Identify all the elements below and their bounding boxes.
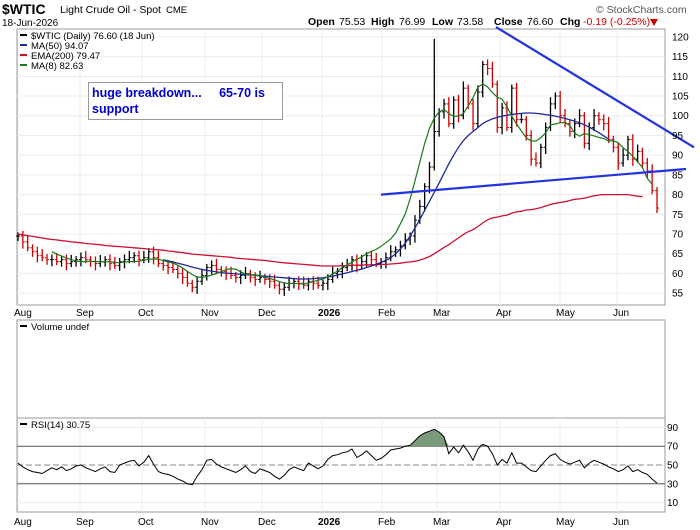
x-tick-label: Apr	[496, 517, 512, 528]
close-value: 76.60	[527, 16, 553, 28]
rsi-legend: RSI(14) 30.75	[20, 420, 90, 431]
ma8-line	[51, 83, 653, 285]
low-value: 73.58	[457, 16, 483, 28]
x-tick-label: 2026	[318, 308, 341, 319]
rsi-axis-labels: 10 30 50 70 90	[667, 423, 679, 509]
price-tick-label: 55	[672, 289, 684, 300]
x-tick-label: Nov	[201, 308, 219, 319]
legend-ema200: EMA(200) 79.47	[31, 51, 100, 62]
rsi-tick-label: 30	[667, 479, 679, 490]
price-tick-label: 100	[672, 111, 689, 122]
legend-price: $WTIC (Daily) 76.60 (18 Jun)	[31, 31, 155, 42]
price-tick-label: 105	[672, 92, 689, 103]
price-tick-label: 80	[672, 190, 684, 201]
volume-label: Volume undef	[31, 322, 89, 333]
ohlc-readout: Open 75.53 High 76.99 Low 73.58 Close 76…	[308, 16, 658, 28]
legend-swatch-ema200	[20, 54, 27, 56]
x-tick-label: 2026	[318, 517, 341, 528]
price-bars	[16, 38, 659, 296]
price-tick-label: 70	[672, 230, 684, 241]
price-tick-label: 120	[672, 32, 689, 43]
x-axis-labels-top: Aug Sep Oct Nov Dec 2026 Feb Mar Apr May Jun	[14, 308, 629, 319]
high-label: High	[371, 16, 394, 28]
x-tick-label: Nov	[201, 517, 219, 528]
price-tick-label: 90	[672, 151, 684, 162]
rsi-grid	[17, 426, 665, 504]
high-value: 76.99	[399, 16, 425, 28]
chg-value: -0.19 (-0.25%)	[583, 16, 650, 28]
open-label: Open	[308, 16, 335, 28]
rsi-tick-label: 90	[667, 423, 679, 434]
x-tick-label: Mar	[433, 308, 451, 319]
legend-swatch-rsi	[20, 423, 27, 425]
x-axis-labels-bottom: Aug Sep Oct Nov Dec 2026 Feb Mar Apr May Jun	[14, 517, 629, 528]
rsi-line	[17, 428, 658, 486]
x-tick-label: Sep	[76, 517, 94, 528]
x-tick-label: Aug	[14, 517, 32, 528]
rsi-tick-label: 10	[667, 498, 679, 509]
x-tick-label: Aug	[14, 308, 32, 319]
x-tick-label: May	[556, 517, 575, 528]
legend-swatch-ma50	[20, 44, 27, 46]
x-tick-label: Feb	[378, 308, 396, 319]
rsi-overbought-fill	[405, 429, 488, 447]
price-tick-label: 60	[672, 269, 684, 280]
price-tick-label: 85	[672, 170, 684, 181]
symbol-title: $WTIC	[2, 1, 46, 17]
rsi-tick-label: 70	[667, 442, 679, 453]
ma50-line	[163, 112, 609, 280]
price-legend: $WTIC (Daily) 76.60 (18 Jun) MA(50) 94.0…	[20, 31, 155, 72]
x-tick-label: Apr	[496, 308, 512, 319]
volume-panel-frame	[16, 319, 666, 419]
x-tick-label: Sep	[76, 308, 94, 319]
close-label: Close	[494, 16, 523, 28]
ema200-line	[17, 193, 643, 267]
exchange-label: CME	[166, 5, 187, 16]
price-tick-label: 75	[672, 210, 684, 221]
x-tick-label: Oct	[138, 517, 154, 528]
legend-ma8: MA(8) 82.63	[31, 61, 83, 72]
x-tick-label: Oct	[138, 308, 154, 319]
volume-legend: Volume undef	[20, 322, 89, 333]
stockcharts-logo: © StockCharts.com	[596, 4, 687, 16]
x-tick-label: Mar	[433, 517, 451, 528]
low-label: Low	[432, 16, 454, 28]
chart-date: 18-Jun-2026	[2, 18, 59, 29]
rsi-label: RSI(14) 30.75	[31, 420, 90, 431]
x-tick-label: Dec	[258, 517, 276, 528]
x-tick-label: Jun	[613, 308, 629, 319]
down-arrow-icon	[650, 19, 658, 26]
x-tick-label: Feb	[378, 517, 396, 528]
price-tick-label: 95	[672, 131, 684, 142]
legend-swatch-price	[20, 34, 27, 36]
x-tick-label: May	[556, 308, 575, 319]
legend-swatch-ma8	[20, 64, 27, 66]
price-axis-labels: 55 60 65 70 75 80 85 90 95 100 105 110 115 120	[672, 32, 689, 299]
price-panel-frame	[16, 28, 666, 306]
support-trendline	[380, 167, 687, 196]
x-tick-label: Dec	[258, 308, 276, 319]
price-tick-label: 65	[672, 249, 684, 260]
x-tick-label: Jun	[613, 517, 629, 528]
rsi-tick-label: 50	[667, 461, 679, 472]
annotation-box: huge breakdown... 65-70 is support	[88, 82, 283, 120]
chg-label: Chg	[560, 16, 580, 28]
legend-ma50: MA(50) 94.07	[31, 41, 89, 52]
resistance-trendline	[495, 26, 695, 149]
price-tick-label: 115	[672, 52, 688, 63]
open-value: 75.53	[339, 16, 365, 28]
legend-swatch-volume	[20, 325, 27, 327]
instrument-name: Light Crude Oil - Spot	[60, 4, 161, 16]
price-tick-label: 110	[672, 72, 688, 83]
